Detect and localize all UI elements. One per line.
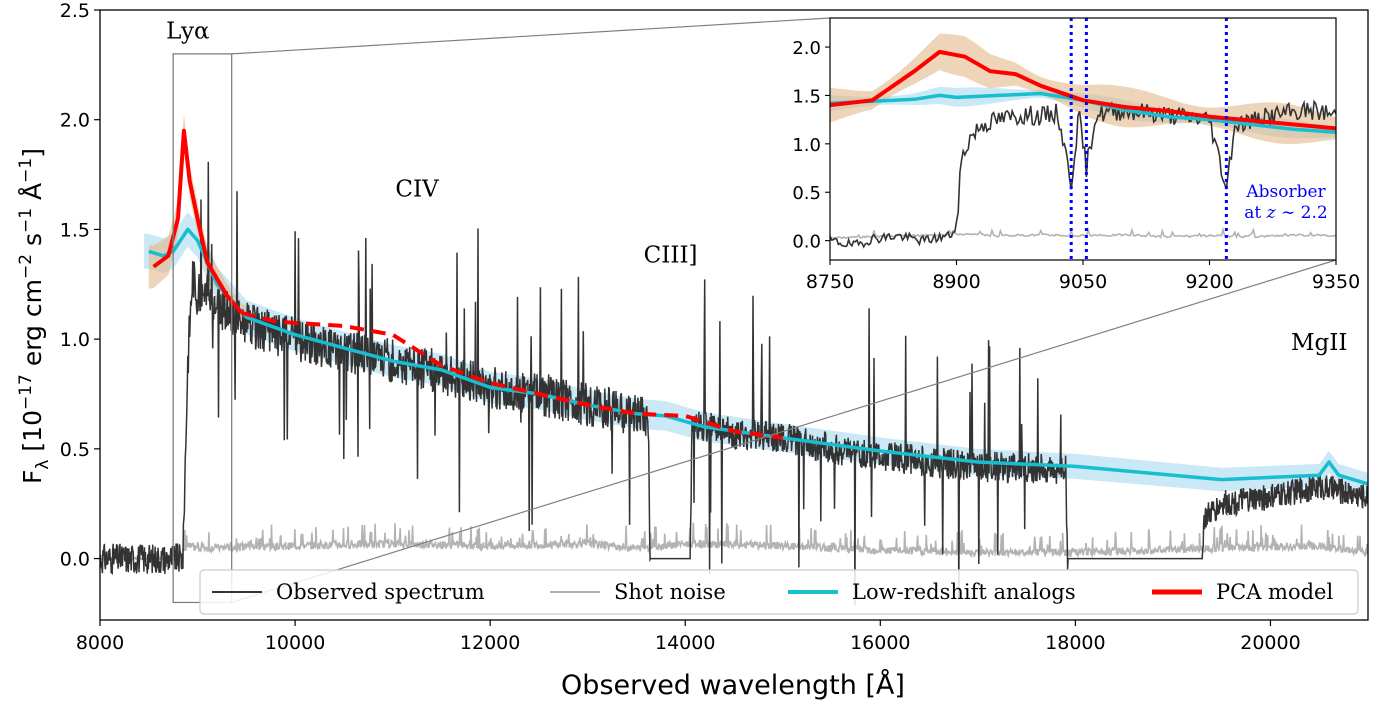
absorber-annotation-var: z [1266,203,1277,223]
line-annotation: CIII] [644,242,698,268]
y-axis-label-e3: −1 [16,208,36,233]
y-axis-label-e1: −17 [16,374,36,410]
y-axis-label-p3: s [18,233,47,254]
main-plot-area: 8000 10000 12000 14000 16000 18000 20000 0.0 0.5… [60,0,1369,654]
y-tick-label: 1.0 [60,329,90,351]
y-tick-label: 0.5 [60,439,90,461]
main-plot-content [100,113,1368,606]
pca-model-line-solid [152,128,243,315]
line-annotation: Lyα [166,19,209,45]
inset-x-tick-label: 9200 [1185,271,1233,293]
shot-noise-line [100,522,1368,562]
inset-x-tick-label: 9050 [1059,271,1107,293]
inset-plot-area: 8750 8900 9050 9200 9350 0.0 0.5 1.0 1.5 2.0 Absor… [792,17,1360,293]
inset-x-tick-label: 8900 [932,271,980,293]
inset-y-tick-label: 1.0 [792,135,821,156]
legend-label: Low-redshift analogs [852,580,1076,604]
y-axis-label-p5: ] [18,148,47,158]
x-tick-label: 14000 [655,632,715,654]
y-axis-label-p4: Å [18,183,47,208]
x-tick-label: 18000 [1045,632,1105,654]
legend-label: PCA model [1216,580,1333,604]
line-annotation: MgII [1291,330,1347,356]
y-tick-label: 1.5 [60,219,90,241]
inset-y-tick-label: 0.0 [792,232,821,253]
y-tick-label: 2.5 [60,0,90,22]
x-tick-label: 12000 [460,632,520,654]
absorber-annotation-prefix: at [1244,203,1266,223]
absorber-annotation-value: ∼ 2.2 [1276,203,1328,223]
inset-low-z-band [830,86,1336,139]
y-axis-label-e4: −1 [16,158,36,183]
inset-y-tick-label: 2.0 [792,38,821,59]
inset-shot-noise-line [830,226,1336,240]
legend-label: Shot noise [614,580,726,604]
legend: Observed spectrum Shot noise Low-redshift … [199,569,1359,615]
observed-spectrum-line [100,161,1368,606]
y-axis-label-p1: [10 [18,410,47,460]
inset-low-redshift-line [830,91,1336,134]
inset-y-tick-label: 1.5 [792,86,821,107]
y-tick-label: 2.0 [60,110,90,132]
y-tick-label: 0.0 [60,549,90,571]
y-axis-label-p2: erg cm [18,279,47,374]
legend-label: Observed spectrum [276,580,485,604]
pca-model-line-dashed [240,310,784,440]
y-axis-label: Fλ [10−17 erg cm−2 s−1 Å−1] [16,148,53,484]
legend-box [199,569,1359,615]
x-tick-label: 16000 [850,632,910,654]
inset-observed-spectrum-line [830,99,1336,249]
zoom-connector-lines [231,17,1337,604]
inset-x-tick-label: 8750 [806,271,854,293]
inset-y-tick-label: 0.5 [792,183,821,204]
absorber-annotation-line2: at z ∼ 2.2 [1244,203,1327,223]
x-axis-label: Observed wavelength [Å] [561,669,905,701]
inset-pca-model-line [830,49,1336,131]
absorber-annotation-line1: Absorber [1245,182,1326,202]
y-axis-label-e2: −2 [16,254,36,279]
inset-x-tick-label: 9350 [1312,271,1360,293]
line-annotation: CIV [395,177,439,203]
x-tick-label: 8000 [76,632,124,654]
x-tick-label: 20000 [1240,632,1300,654]
y-axis-label-sub: λ [33,460,53,470]
connector-top [231,17,831,55]
connector-bottom [231,259,1337,604]
inset-plot-content [830,18,1336,260]
x-tick-label: 10000 [265,632,325,654]
main-axes-frame [99,9,1369,621]
y-axis-label-prefix: F [18,470,47,484]
